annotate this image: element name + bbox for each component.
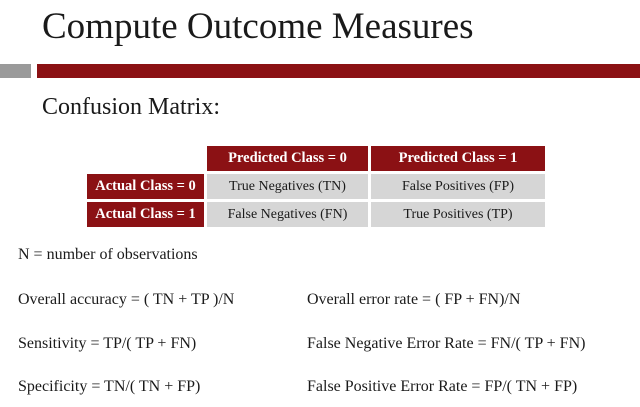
fn-error-rate-formula: False Negative Error Rate = FN/( TP + FN… xyxy=(307,335,586,352)
matrix-corner xyxy=(87,146,204,171)
accuracy-formula: Overall accuracy = ( TN + TP )/N xyxy=(18,291,235,308)
row-header-actual-1: Actual Class = 1 xyxy=(87,202,204,227)
confusion-matrix: Predicted Class = 0 Predicted Class = 1 … xyxy=(84,143,548,230)
cell-true-negatives: True Negatives (TN) xyxy=(207,174,368,199)
row-header-actual-0: Actual Class = 0 xyxy=(87,174,204,199)
slide-title: Compute Outcome Measures xyxy=(42,6,474,47)
col-header-predicted-1: Predicted Class = 1 xyxy=(371,146,545,171)
cell-false-positives: False Positives (FP) xyxy=(371,174,545,199)
cell-false-negatives: False Negatives (FN) xyxy=(207,202,368,227)
section-subtitle: Confusion Matrix: xyxy=(42,94,220,120)
fp-error-rate-formula: False Positive Error Rate = FP/( TN + FP… xyxy=(307,378,578,395)
n-definition: N = number of observations xyxy=(18,246,198,263)
title-divider-red xyxy=(37,64,640,78)
cell-true-positives: True Positives (TP) xyxy=(371,202,545,227)
specificity-formula: Specificity = TN/( TN + FP) xyxy=(18,378,201,395)
sensitivity-formula: Sensitivity = TP/( TP + FN) xyxy=(18,335,197,352)
matrix-header-row: Predicted Class = 0 Predicted Class = 1 xyxy=(87,146,545,171)
matrix-row-actual-0: Actual Class = 0 True Negatives (TN) Fal… xyxy=(87,174,545,199)
col-header-predicted-0: Predicted Class = 0 xyxy=(207,146,368,171)
title-divider-gray xyxy=(0,64,31,78)
error-rate-formula: Overall error rate = ( FP + FN)/N xyxy=(307,291,521,308)
matrix-row-actual-1: Actual Class = 1 False Negatives (FN) Tr… xyxy=(87,202,545,227)
